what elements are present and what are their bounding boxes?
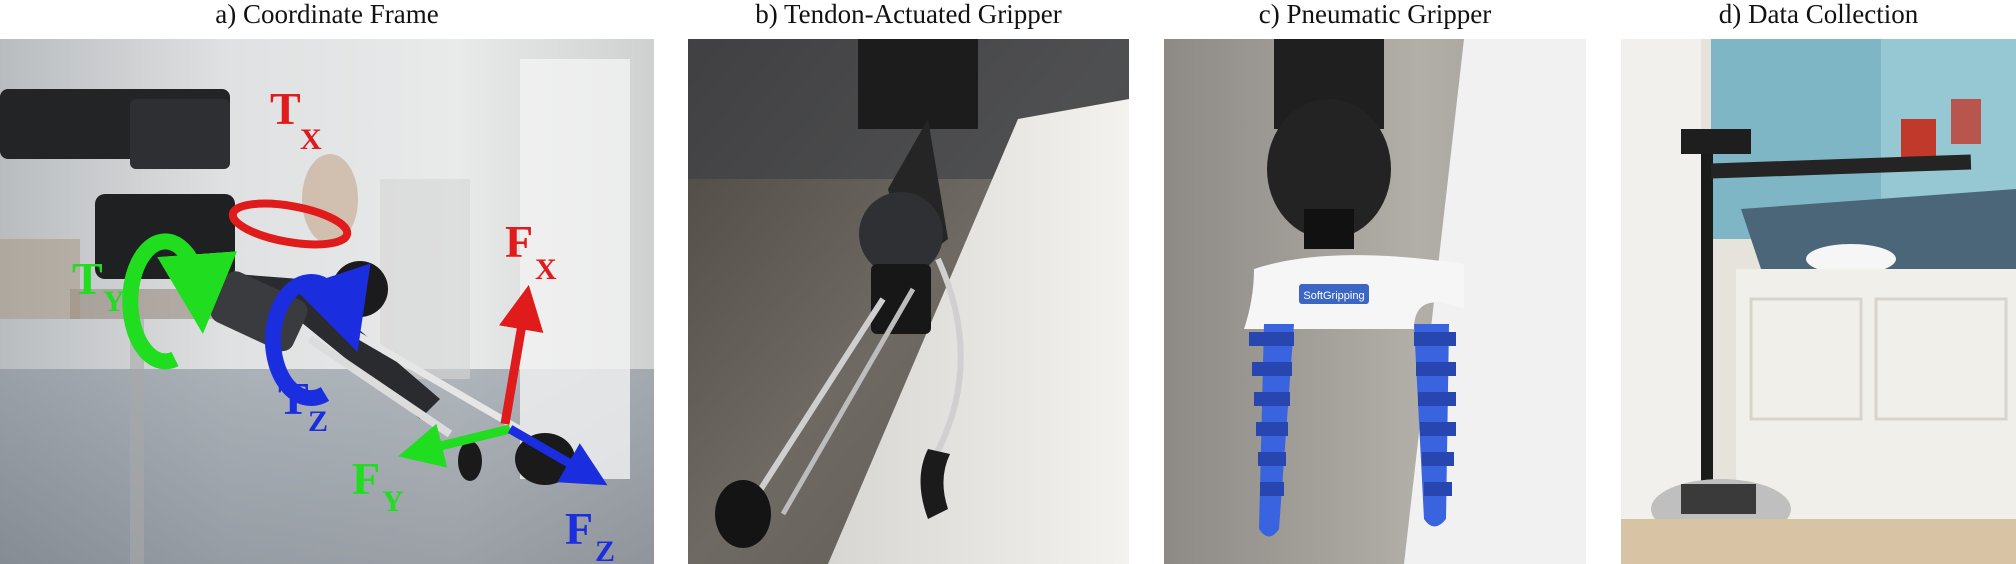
label-fz: F Z (565, 503, 615, 564)
ty-main: T (72, 253, 103, 304)
panel-tendon-gripper: b) Tendon-Actuated Gripper (688, 0, 1129, 564)
photo-pneumatic-gripper: SoftGripping (1164, 39, 1586, 564)
label-tx: T X (270, 83, 322, 156)
fy-main: F (352, 453, 380, 504)
photo-data-collection (1621, 39, 2016, 564)
label-fx: F X (505, 216, 557, 286)
brand-tag-text: SoftGripping (1303, 290, 1364, 302)
fy-sub: Y (382, 485, 404, 518)
label-tz: T Z (278, 373, 328, 438)
panel-data-collection: d) Data Collection (1621, 0, 2016, 564)
photo-tendon-gripper (688, 39, 1129, 564)
ty-sub: Y (103, 285, 125, 318)
panel-caption: b) Tendon-Actuated Gripper (755, 0, 1062, 29)
panel-pneumatic-gripper: c) Pneumatic Gripper SoftGripping (1164, 0, 1586, 564)
label-ty: T Y (72, 253, 125, 318)
fx-main: F (505, 216, 533, 267)
tz-sub: Z (308, 405, 328, 438)
panel-coordinate-frame: a) Coordinate Frame (0, 0, 654, 564)
tz-main: T (278, 373, 309, 424)
panel-caption: d) Data Collection (1718, 0, 1919, 29)
tx-main: T (270, 83, 301, 134)
tx-sub: X (300, 123, 322, 156)
panel-caption: c) Pneumatic Gripper (1258, 0, 1492, 29)
panel-caption: a) Coordinate Frame (215, 0, 439, 29)
brand-tag (1299, 284, 1369, 304)
fz-sub: Z (595, 535, 615, 564)
fx-sub: X (535, 253, 557, 286)
label-fy: F Y (352, 453, 404, 518)
photo-coordinate-frame: T X T Y T Z F X F Y F Z (0, 39, 654, 564)
fz-main: F (565, 503, 593, 554)
